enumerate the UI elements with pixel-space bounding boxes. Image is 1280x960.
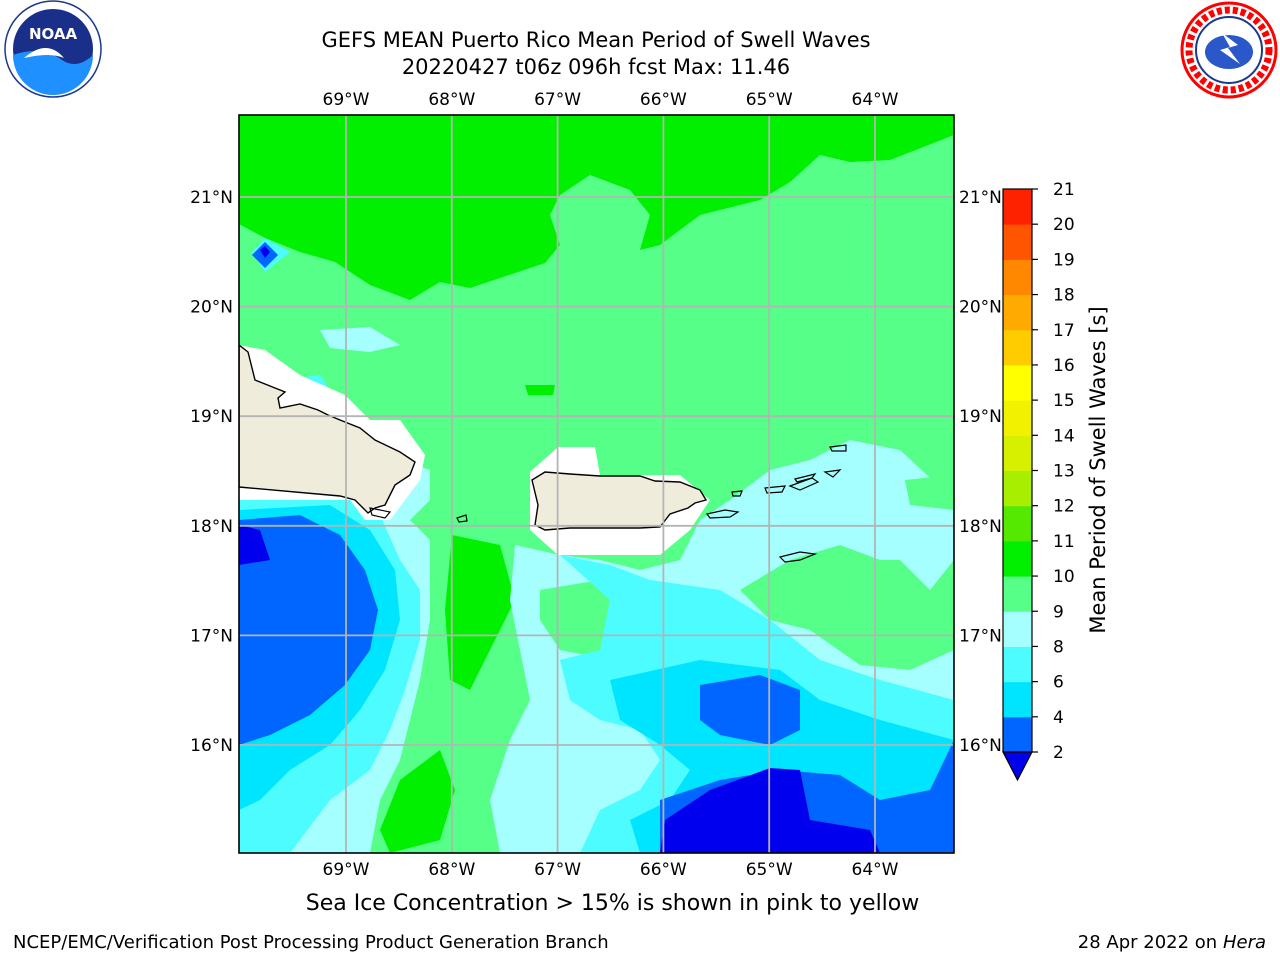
- colorbar-segment: [1003, 259, 1032, 296]
- colorbar-tick-label: 16: [1053, 356, 1075, 376]
- island-st-croix: [778, 551, 818, 563]
- colorbar-tick-label: 6: [1053, 673, 1064, 693]
- colorbar-tick-label: 15: [1053, 391, 1075, 411]
- colorbar-segment: [1003, 611, 1032, 647]
- colorbar-tick-label: 10: [1053, 567, 1075, 587]
- lat-tick-right: 17°N: [959, 626, 1002, 646]
- lat-tick-left: 16°N: [190, 736, 233, 756]
- colorbar-tick-label: 2: [1053, 743, 1064, 763]
- axis-ticks: 69°W 69°W 68°W 68°W 67°W 67°W 66°W 66°W 65°W 65°W…: [190, 90, 1002, 880]
- colorbar-segment: [1003, 646, 1032, 683]
- lat-tick-left: 17°N: [190, 626, 233, 646]
- footer-date-text: 28 Apr 2022 on: [1077, 932, 1218, 953]
- lon-tick-top: 65°W: [746, 90, 793, 110]
- nws-logo: [1180, 1, 1278, 99]
- lat-tick-right: 20°N: [959, 298, 1002, 318]
- band-2-4: [700, 675, 800, 745]
- footer-date: 28 Apr 2022 on Hera: [1078, 932, 1266, 953]
- band-under-2: [260, 246, 270, 258]
- lon-tick-bottom: 65°W: [746, 860, 793, 880]
- colorbar-segment: [1003, 224, 1032, 260]
- band-10-11-patch: [445, 535, 515, 690]
- noaa-logo: NOAA: [4, 0, 102, 98]
- colorbar-tick-label: 13: [1053, 462, 1075, 482]
- colorbar-segment: [1003, 505, 1032, 542]
- lat-tick-right: 19°N: [959, 407, 1002, 427]
- lon-tick-top: 64°W: [852, 90, 899, 110]
- colorbar-segment: [1003, 189, 1032, 225]
- lat-tick-left: 21°N: [190, 188, 233, 208]
- footer-branch: NCEP/EMC/Verification Post Processing Pr…: [13, 932, 609, 953]
- lat-tick-left: 20°N: [190, 298, 233, 318]
- island-st-john: [788, 477, 820, 491]
- island-culebra: [731, 490, 743, 497]
- colorbar-segment: [1003, 716, 1032, 753]
- colorbar-tick-label: 14: [1053, 426, 1075, 446]
- lat-tick-left: 19°N: [190, 407, 233, 427]
- band-9-10-patch: [540, 580, 620, 660]
- lon-tick-top: 68°W: [428, 90, 475, 110]
- lat-tick-right: 18°N: [959, 517, 1002, 537]
- colorbar-label: Mean Period of Swell Waves [s]: [1086, 306, 1110, 633]
- colorbar: 2 4 6 8 9 10 11 12 13 14 15 16 17 18 19 20 21: [1002, 180, 1075, 782]
- colorbar-tick-label: 20: [1053, 215, 1075, 235]
- colorbar-tick-label: 11: [1053, 532, 1075, 552]
- band-under-2: [239, 525, 270, 565]
- graticule: [239, 115, 954, 853]
- lon-tick-top: 66°W: [640, 90, 687, 110]
- colorbar-segment: [1003, 364, 1032, 401]
- chart-title: GEFS MEAN Puerto Rico Mean Period of Swe…: [321, 28, 871, 52]
- lat-tick-left: 18°N: [190, 517, 233, 537]
- lon-tick-bottom: 68°W: [428, 860, 475, 880]
- colorbar-segment: [1003, 294, 1032, 331]
- swell-period-field: [239, 115, 954, 853]
- colorbar-tick-label: 21: [1053, 180, 1075, 200]
- lat-tick-right: 16°N: [959, 736, 1002, 756]
- island-virgin-gorda: [823, 469, 842, 478]
- colorbar-tick-label: 9: [1053, 602, 1064, 622]
- noaa-logo-text: NOAA: [29, 25, 78, 43]
- band-2-4: [239, 515, 378, 745]
- colorbar-segment: [1003, 470, 1032, 507]
- band-8-9: [320, 327, 400, 352]
- colorbar-segment: [1003, 540, 1032, 577]
- lon-tick-bottom: 66°W: [640, 860, 687, 880]
- sea-ice-note: Sea Ice Concentration > 15% is shown in …: [305, 891, 920, 916]
- island-st-thomas: [764, 485, 787, 494]
- chart-subtitle: 20220427 t06z 096h fcst Max: 11.46: [401, 55, 791, 79]
- lon-tick-top: 67°W: [534, 90, 581, 110]
- band-10-11-patch: [380, 750, 455, 853]
- colorbar-tick-label: 12: [1053, 497, 1075, 517]
- colorbar-segment: [1003, 329, 1032, 366]
- colorbar-segment: [1003, 681, 1032, 718]
- band-9-10-patch: [905, 475, 954, 510]
- island-vieques: [705, 509, 740, 519]
- lon-tick-bottom: 69°W: [323, 860, 370, 880]
- map-frame: [238, 114, 955, 854]
- land-hispaniola: [239, 344, 416, 514]
- band-10-11-patch: [525, 385, 555, 395]
- colorbar-segment: [1003, 400, 1032, 436]
- colorbar-tick-label: 8: [1053, 637, 1064, 657]
- colorbar-segment: [1003, 576, 1032, 612]
- colorbar-tick-label: 18: [1053, 286, 1075, 306]
- colorbar-tick-label: 17: [1053, 321, 1075, 341]
- island-anegada: [829, 444, 847, 452]
- lon-tick-bottom: 64°W: [852, 860, 899, 880]
- island-tortola: [794, 473, 817, 483]
- lat-tick-right: 21°N: [959, 188, 1002, 208]
- colorbar-tick-label: 19: [1053, 250, 1075, 270]
- colorbar-tick-label: 4: [1053, 708, 1064, 728]
- lon-tick-top: 69°W: [323, 90, 370, 110]
- colorbar-segment: [1003, 435, 1032, 471]
- band-9-10-patch: [740, 545, 954, 670]
- lon-tick-bottom: 67°W: [534, 860, 581, 880]
- island-mona: [456, 514, 468, 523]
- island-saona: [369, 507, 392, 519]
- colorbar-under-arrow: [1002, 751, 1033, 782]
- footer-host: Hera: [1222, 932, 1266, 953]
